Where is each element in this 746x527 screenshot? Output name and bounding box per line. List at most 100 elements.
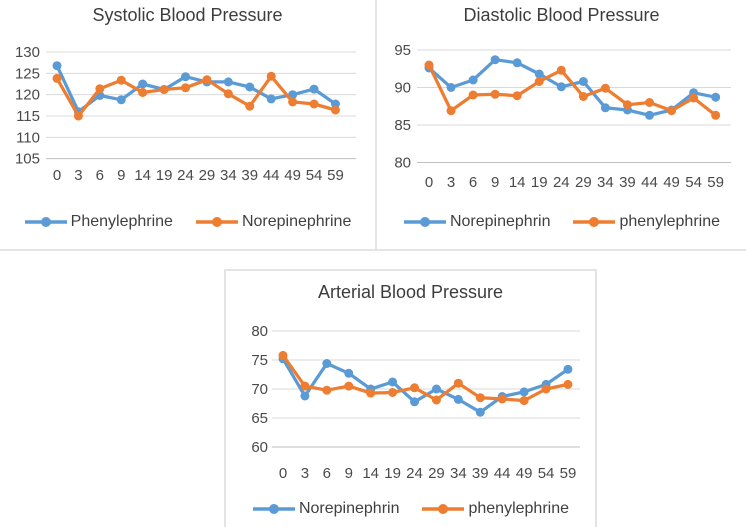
data-point-marker <box>534 77 544 86</box>
y-tick-label: 125 <box>15 65 40 82</box>
data-point-marker <box>563 379 573 389</box>
data-point-marker <box>288 97 298 107</box>
x-tick-label: 39 <box>472 465 489 482</box>
data-point-marker <box>446 83 456 92</box>
data-point-marker <box>556 65 566 75</box>
x-tick-label: 19 <box>384 465 401 482</box>
data-point-marker <box>410 397 420 407</box>
legend-item-phenylephrine: Phenylephrine <box>24 213 173 231</box>
data-point-marker <box>322 359 332 368</box>
systolic-legend: Phenylephrine Norepinephrine <box>0 211 375 233</box>
legend-item-phenylephrine: phenylephrine <box>572 213 720 231</box>
data-point-marker <box>52 73 62 83</box>
data-point-marker <box>159 85 169 94</box>
systolic-plot-area: 105 110 115 120 125 130 0 3 6 9 14 19 24 29 34 39 44 49 54… <box>15 44 356 184</box>
legend-label: phenylephrine <box>468 500 570 517</box>
x-tick-label: 3 <box>74 167 82 184</box>
data-point-marker <box>519 387 529 397</box>
data-point-marker <box>453 378 463 388</box>
data-point-marker <box>512 91 522 101</box>
data-point-marker <box>497 394 507 404</box>
data-point-marker <box>453 394 463 404</box>
data-point-marker <box>410 383 420 393</box>
data-point-marker <box>468 90 478 100</box>
x-tick-label: 3 <box>447 174 455 191</box>
x-tick-label: 49 <box>516 465 533 482</box>
data-point-marker <box>578 77 588 86</box>
arterial-chart-panel: Arterial Blood Pressure 60 65 70 75 80 0 3 6 9 14… <box>224 269 597 527</box>
data-point-marker <box>366 388 376 398</box>
data-point-marker <box>424 60 434 70</box>
x-tick-label: 54 <box>685 174 702 191</box>
data-point-marker <box>622 100 632 110</box>
data-point-marker <box>245 82 255 92</box>
data-point-marker <box>138 88 148 97</box>
x-tick-label: 9 <box>491 174 499 191</box>
data-point-marker <box>475 407 485 417</box>
data-point-marker <box>266 71 276 81</box>
arterial-plot-area: 60 65 70 75 80 0 3 6 9 14 19 24 29 34 39 44 49 54 59 <box>251 323 580 482</box>
x-tick-label: 34 <box>450 465 467 482</box>
data-point-marker <box>181 83 191 93</box>
systolic-chart-title: Systolic Blood Pressure <box>92 5 283 25</box>
data-point-marker <box>300 381 310 391</box>
arterial-chart-title: Arterial Blood Pressure <box>317 282 504 302</box>
data-point-marker <box>490 55 500 65</box>
x-tick-label: 14 <box>134 167 151 184</box>
x-tick-label: 44 <box>641 174 658 191</box>
data-point-marker <box>645 110 654 120</box>
data-point-marker <box>519 396 529 406</box>
data-point-marker <box>431 395 441 405</box>
x-tick-label: 6 <box>96 167 104 184</box>
horizontal-divider <box>0 249 746 251</box>
data-point-marker <box>556 82 566 92</box>
y-tick-label: 70 <box>251 381 268 398</box>
x-tick-label: 49 <box>663 174 680 191</box>
data-point-marker <box>245 101 255 111</box>
diastolic-chart-title: Diastolic Blood Pressure <box>463 5 660 25</box>
vertical-divider <box>375 0 377 249</box>
legend-label: Norepinephrin <box>449 213 551 230</box>
y-tick-label: 80 <box>394 155 411 172</box>
x-tick-label: 44 <box>263 167 280 184</box>
data-point-marker <box>95 84 105 94</box>
diastolic-plot-area: 80 85 90 95 0 3 6 9 14 19 24 29 34 39 44 49 54 59 <box>394 42 731 191</box>
data-point-marker <box>431 384 441 394</box>
data-point-marker <box>309 99 319 109</box>
x-tick-label: 14 <box>509 174 526 191</box>
data-point-marker <box>278 350 288 360</box>
data-point-marker <box>202 75 212 85</box>
data-point-marker <box>116 95 126 105</box>
y-tick-label: 95 <box>394 42 411 59</box>
x-tick-label: 29 <box>199 167 216 184</box>
data-point-marker <box>600 83 610 93</box>
x-tick-label: 44 <box>494 465 511 482</box>
legend-label: Phenylephrine <box>70 213 173 230</box>
data-point-marker <box>388 388 398 397</box>
data-point-marker <box>344 381 354 391</box>
x-tick-label: 34 <box>597 174 614 191</box>
x-tick-label: 6 <box>323 465 331 482</box>
x-tick-label: 9 <box>345 465 353 482</box>
line-marker-swatch-icon <box>422 504 465 514</box>
x-tick-label: 59 <box>327 167 344 184</box>
diastolic-chart-panel: Diastolic Blood Pressure 80 85 90 95 0 3 6 9 14 1… <box>377 0 746 249</box>
x-tick-label: 54 <box>306 167 323 184</box>
data-point-marker <box>300 391 310 401</box>
legend-label: Norepinephrine <box>241 213 352 230</box>
x-tick-label: 0 <box>53 167 61 184</box>
legend-item-norepinephrine: Norepinephrine <box>195 213 351 231</box>
x-tick-label: 14 <box>362 465 379 482</box>
data-point-marker <box>446 106 456 116</box>
data-point-marker <box>689 93 699 103</box>
data-point-marker <box>534 69 544 79</box>
legend-item-norepinephrin: Norepinephrin <box>252 500 399 518</box>
data-point-marker <box>475 393 485 403</box>
data-point-marker <box>711 110 721 120</box>
y-tick-label: 80 <box>251 323 268 340</box>
y-tick-label: 110 <box>16 129 40 146</box>
line-marker-swatch-icon <box>195 217 238 227</box>
y-tick-label: 90 <box>394 80 411 97</box>
data-point-marker <box>600 103 610 113</box>
x-tick-label: 19 <box>156 167 173 184</box>
